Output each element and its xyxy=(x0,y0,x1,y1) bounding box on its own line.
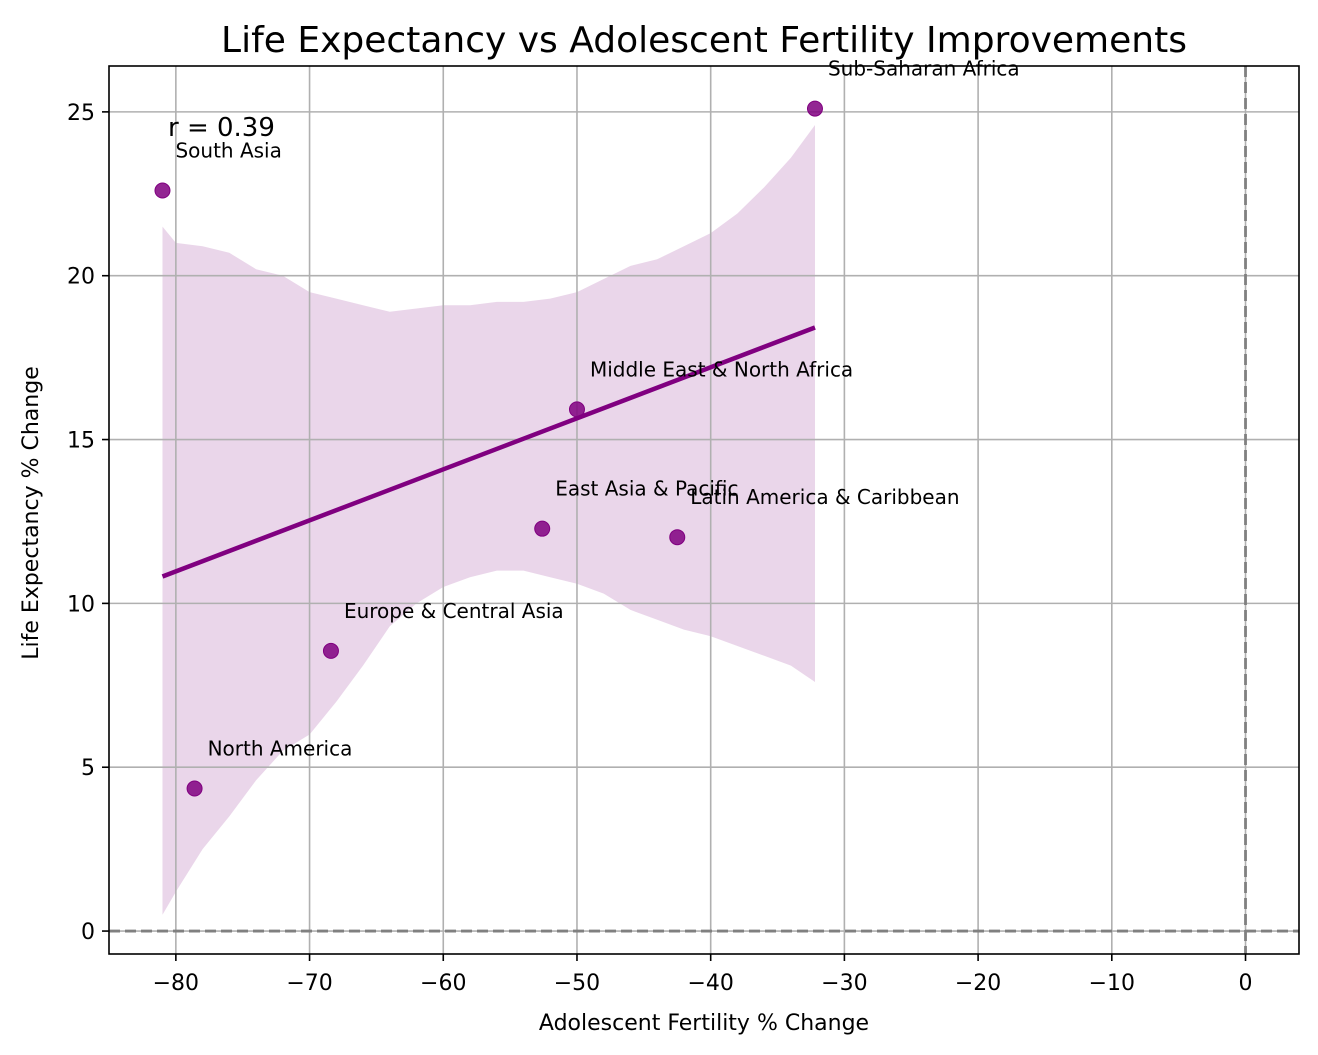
chart-title: Life Expectancy vs Adolescent Fertility … xyxy=(221,20,1187,61)
point-label: Sub-Saharan Africa xyxy=(828,57,1020,81)
x-tick-label: −30 xyxy=(821,971,867,996)
x-tick-label: −10 xyxy=(1089,971,1135,996)
x-tick-label: 0 xyxy=(1239,971,1253,996)
point-label: Latin America & Caribbean xyxy=(690,485,959,509)
data-point xyxy=(534,520,551,537)
data-point xyxy=(806,100,823,117)
y-tick-label: 25 xyxy=(67,101,95,126)
x-axis-label: Adolescent Fertility % Change xyxy=(539,1011,869,1036)
axes-layer: −80 −70 −60 −50 −40 −30 −20 −10 0 0 5 10 15 20 25 xyxy=(67,65,1300,996)
x-tick-label: −70 xyxy=(286,971,332,996)
x-tick-label: −80 xyxy=(153,971,199,996)
grid-layer xyxy=(109,66,1299,954)
data-point xyxy=(186,780,203,797)
regression-line xyxy=(161,325,816,579)
y-tick-label: 15 xyxy=(67,429,95,454)
y-tick-label: 20 xyxy=(67,265,95,290)
reference-lines-layer xyxy=(109,66,1299,954)
y-tick-label: 0 xyxy=(81,920,95,945)
y-tick-label: 5 xyxy=(81,756,95,781)
point-label: North America xyxy=(208,737,353,761)
data-point xyxy=(322,642,339,659)
point-label: Europe & Central Asia xyxy=(344,599,564,623)
y-axis-label: Life Expectancy % Change xyxy=(19,366,44,659)
confidence-band-layer xyxy=(162,125,815,915)
x-tick-label: −60 xyxy=(420,971,466,996)
y-tick-label: 10 xyxy=(67,592,95,617)
confidence-band xyxy=(162,125,815,915)
correlation-annotation: r = 0.39 xyxy=(168,113,275,143)
x-tick-label: −50 xyxy=(554,971,600,996)
plot-frame xyxy=(108,65,1300,955)
point-label: East Asia & Pacific xyxy=(555,477,738,501)
x-tick-label: −40 xyxy=(687,971,733,996)
regression-layer xyxy=(161,325,816,579)
x-tick-label: −20 xyxy=(955,971,1001,996)
point-labels-layer: South Asia North America Europe & Central … xyxy=(175,57,1019,761)
data-point xyxy=(154,182,171,199)
point-label: Middle East & North Africa xyxy=(590,357,853,381)
data-point xyxy=(568,401,585,418)
point-label: South Asia xyxy=(175,139,281,163)
data-point xyxy=(669,529,686,546)
points-layer xyxy=(154,100,823,797)
